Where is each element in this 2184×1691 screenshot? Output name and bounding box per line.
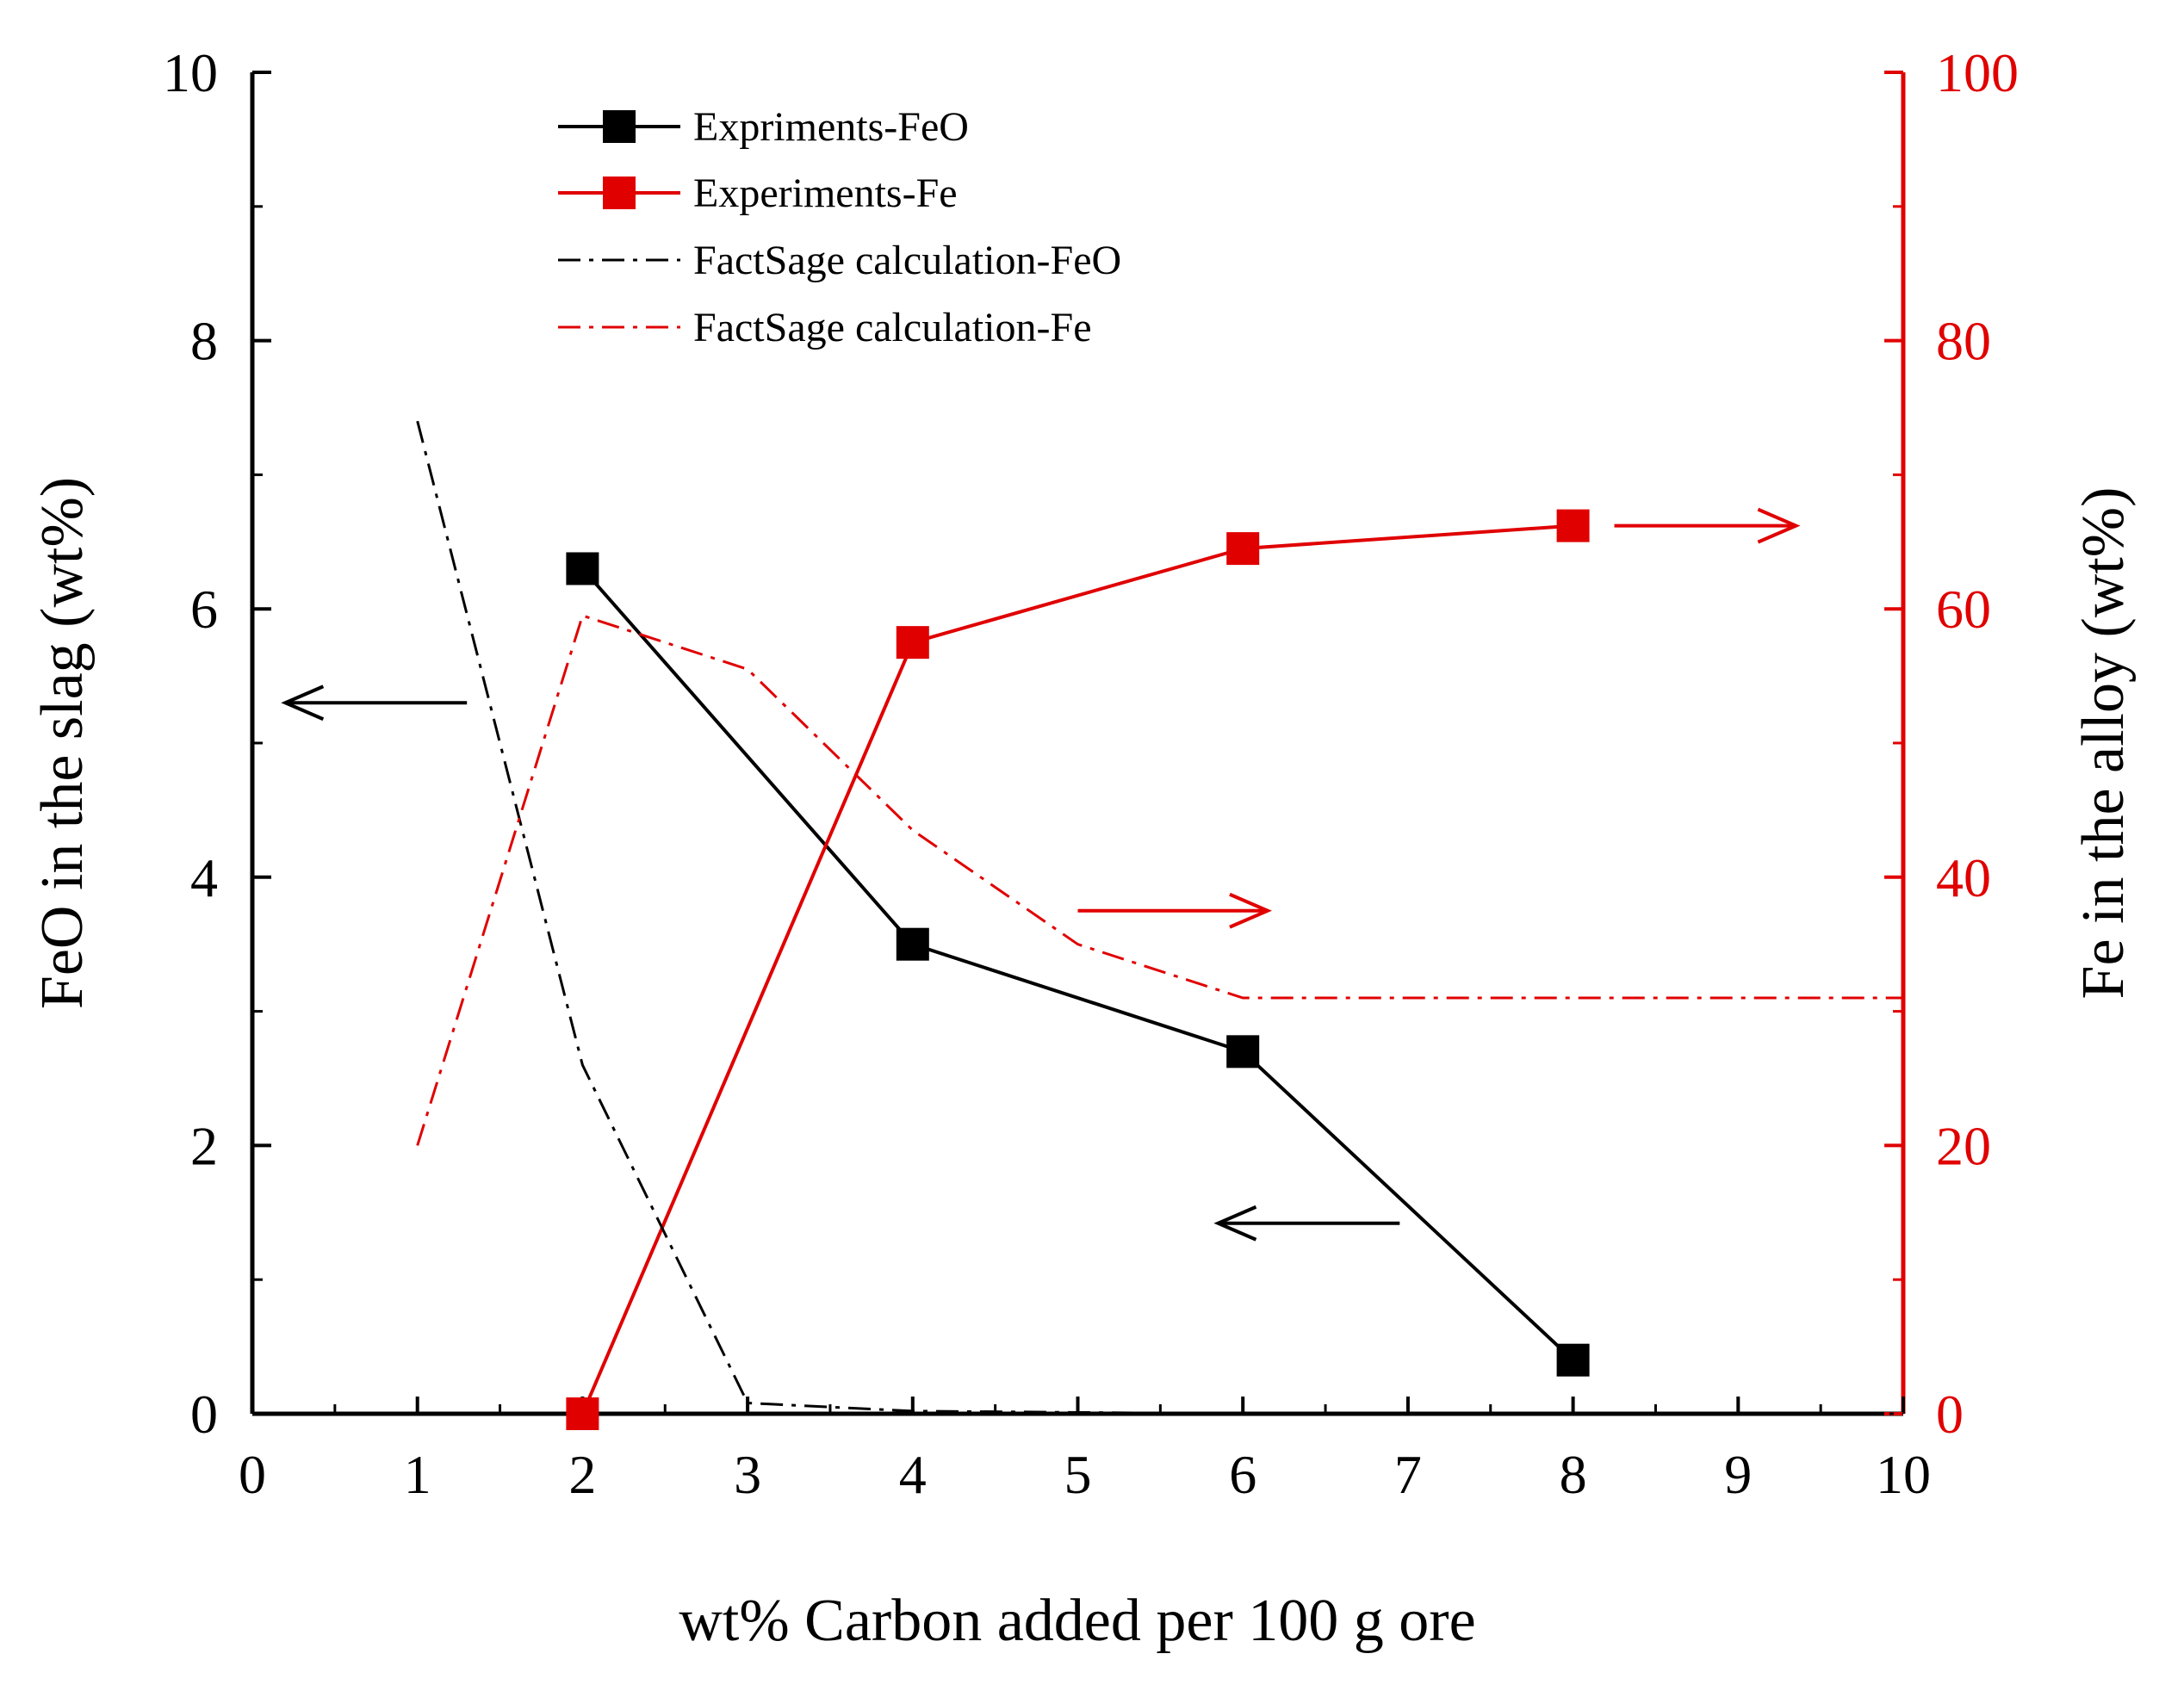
y-left-ticks: 0 2 4 6 8 10 xyxy=(163,42,271,1445)
arrow-left-icon xyxy=(281,684,325,722)
y-left-tick-label: 0 xyxy=(190,1384,218,1445)
y-left-tick-label: 8 xyxy=(190,311,218,372)
arrow-right-icon xyxy=(1757,507,1801,544)
y-right-tick-label: 60 xyxy=(1936,579,1991,640)
x-tick-label: 0 xyxy=(239,1444,266,1505)
y-left-tick-label: 4 xyxy=(190,847,218,908)
legend-marker-expriments-feo xyxy=(603,110,636,143)
legend-label-factsage-fe: FactSage calculation-Fe xyxy=(693,305,1092,350)
x-tick-label: 3 xyxy=(734,1444,761,1505)
x-tick-label: 1 xyxy=(404,1444,431,1505)
data-point-expriments-feo xyxy=(896,927,929,961)
y-right-tick-label: 20 xyxy=(1936,1115,1991,1176)
y-right-tick-label: 40 xyxy=(1936,847,1991,908)
x-tick-label: 2 xyxy=(568,1444,596,1505)
y-right-axis-title: Fe in the alloy (wt%) xyxy=(2070,487,2137,1000)
series-line-factsage-calculation-feo xyxy=(416,420,1903,1415)
data-point-experiments-fe xyxy=(1556,509,1590,542)
y-left-axis-title: FeO in the slag (wt%) xyxy=(29,477,96,1009)
legend-label-experiments-fe: Experiments-Fe xyxy=(693,170,958,216)
data-point-experiments-fe xyxy=(896,626,929,660)
legend-label-expriments-feo: Expriments-FeO xyxy=(693,104,969,150)
arrow-right-icon xyxy=(1229,892,1272,929)
y-left-tick-label: 6 xyxy=(190,579,218,640)
series-line-experiments-fe xyxy=(580,523,1573,1415)
y-left-tick-label: 10 xyxy=(163,42,218,103)
data-point-experiments-fe xyxy=(566,1397,599,1430)
x-tick-label: 8 xyxy=(1560,1444,1587,1505)
x-ticks: 0 1 2 3 4 5 6 7 8 9 10 xyxy=(239,1397,1931,1505)
data-point-expriments-feo xyxy=(1556,1343,1590,1377)
y-right-tick-label: 0 xyxy=(1936,1384,1964,1445)
x-tick-label: 9 xyxy=(1724,1444,1752,1505)
y-right-tick-label: 80 xyxy=(1936,311,1991,372)
legend-marker-experiments-fe xyxy=(603,177,636,209)
legend: Expriments-FeO Experiments-Fe FactSage c… xyxy=(558,104,1121,350)
x-tick-label: 5 xyxy=(1064,1444,1092,1505)
data-point-experiments-fe xyxy=(1226,532,1260,566)
x-tick-label: 7 xyxy=(1394,1444,1422,1505)
arrow-layer xyxy=(281,507,1801,1242)
series-layer xyxy=(416,420,1903,1430)
arrow-left-icon xyxy=(1213,1205,1257,1242)
series-line-expriments-feo xyxy=(580,567,1574,1362)
x-axis-title: wt% Carbon added per 100 g ore xyxy=(679,1588,1475,1654)
x-tick-label: 10 xyxy=(1876,1444,1931,1505)
y-left-tick-label: 2 xyxy=(190,1115,218,1176)
series-line-factsage-calculation-fe xyxy=(416,614,1903,1146)
y-right-tick-label: 100 xyxy=(1936,42,2019,103)
x-tick-label: 6 xyxy=(1229,1444,1256,1505)
x-tick-label: 4 xyxy=(899,1444,927,1505)
legend-label-factsage-feo: FactSage calculation-FeO xyxy=(693,238,1121,283)
y-right-ticks: 0 20 40 60 80 100 xyxy=(1884,42,2019,1445)
data-point-expriments-feo xyxy=(566,552,599,585)
data-point-expriments-feo xyxy=(1226,1035,1260,1068)
